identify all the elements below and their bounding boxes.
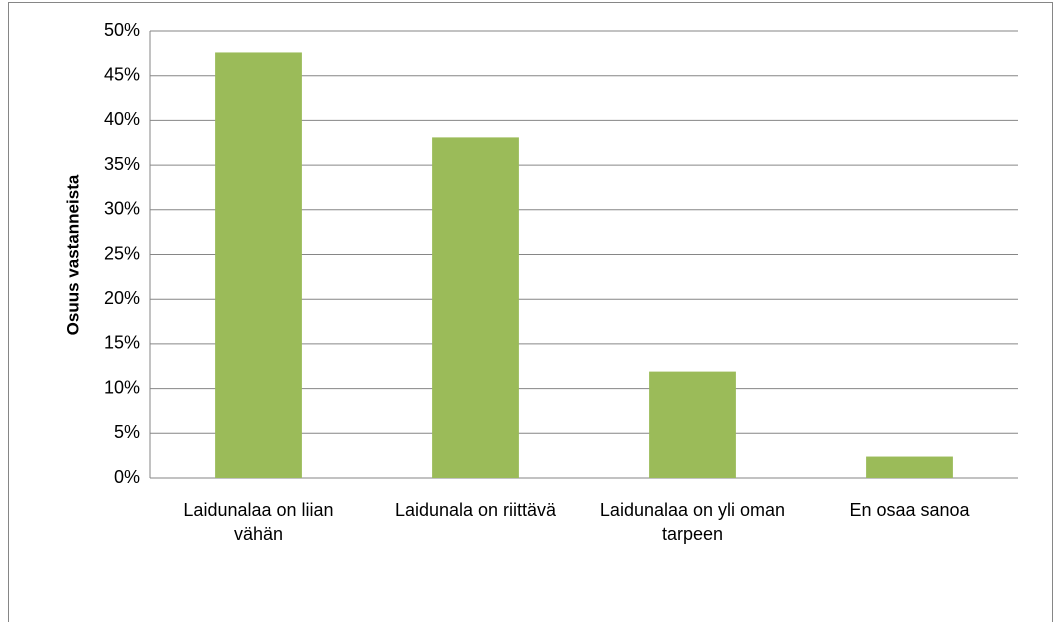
x-tick-label: En osaa sanoa xyxy=(849,500,970,520)
y-tick-label: 5% xyxy=(114,422,140,442)
y-axis-label: Osuus vastanneista xyxy=(63,174,82,335)
y-tick-label: 20% xyxy=(104,288,140,308)
bar xyxy=(866,456,953,478)
x-tick-label: Laidunalaa on liian vähän xyxy=(183,500,334,544)
chart-border xyxy=(8,2,1053,622)
x-tick-label-box: Laidunalaa on yli oman tarpeen xyxy=(599,500,786,544)
y-tick-label: 45% xyxy=(104,64,140,84)
y-tick-label: 10% xyxy=(104,377,140,397)
x-tick-label-box: Laidunala on riittävä xyxy=(394,500,557,520)
y-tick-label: 25% xyxy=(104,243,140,263)
x-tick-label-box: Laidunalaa on liian vähän xyxy=(183,500,334,544)
y-tick-label: 35% xyxy=(104,154,140,174)
y-tick-label: 30% xyxy=(104,199,140,219)
x-tick-label: Laidunala on riittävä xyxy=(394,500,557,520)
bar xyxy=(432,137,519,479)
x-tick-label-box: En osaa sanoa xyxy=(849,500,970,520)
y-tick-label: 15% xyxy=(104,333,140,353)
x-tick-label: Laidunalaa on yli oman tarpeen xyxy=(599,500,786,544)
bar xyxy=(649,371,736,478)
y-tick-label: 0% xyxy=(114,467,140,487)
bar xyxy=(215,52,302,479)
y-tick-label: 40% xyxy=(104,109,140,129)
y-tick-label: 50% xyxy=(104,20,140,40)
